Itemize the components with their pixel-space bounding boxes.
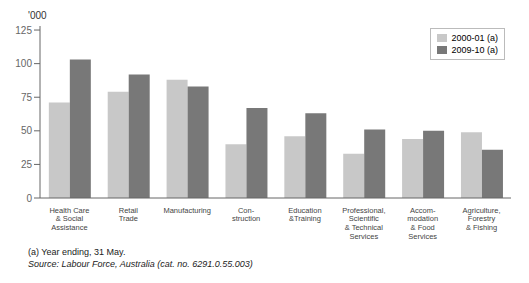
svg-text:75: 75 — [21, 92, 33, 103]
html-text:'000: '000 — [28, 10, 47, 21]
svg-text:50: 50 — [21, 125, 33, 136]
html-text:2000-01 (a): 2000-01 (a) — [451, 33, 498, 43]
svg-text:25: 25 — [21, 159, 33, 170]
svg-text:125: 125 — [15, 25, 32, 36]
svg-text:Education&Training: Education&Training — [288, 206, 321, 224]
svg-text:RetailTrade: RetailTrade — [119, 206, 139, 224]
svg-text:Agriculture,Forestry& Fishing: Agriculture,Forestry& Fishing — [463, 206, 501, 232]
html-text:Source: Labour Force, Australi: Source: Labour Force, Australia (cat. no… — [28, 259, 253, 269]
svg-text:Accom-modation& FoodServices: Accom-modation& FoodServices — [407, 206, 438, 241]
html-text:2009-10 (a): 2009-10 (a) — [451, 45, 498, 55]
svg-text:100: 100 — [15, 58, 32, 69]
svg-text:Manufacturing: Manufacturing — [163, 206, 211, 215]
svg-text:Health Care& SocialAssistance: Health Care& SocialAssistance — [49, 206, 89, 232]
svg-text:Professional,Scientific& Techn: Professional,Scientific& TechnicalServic… — [342, 206, 385, 241]
html-text:(a) Year ending, 31 May.: (a) Year ending, 31 May. — [28, 247, 126, 257]
svg-text:Con-struction: Con-struction — [232, 206, 260, 224]
svg-text:0: 0 — [26, 193, 32, 204]
